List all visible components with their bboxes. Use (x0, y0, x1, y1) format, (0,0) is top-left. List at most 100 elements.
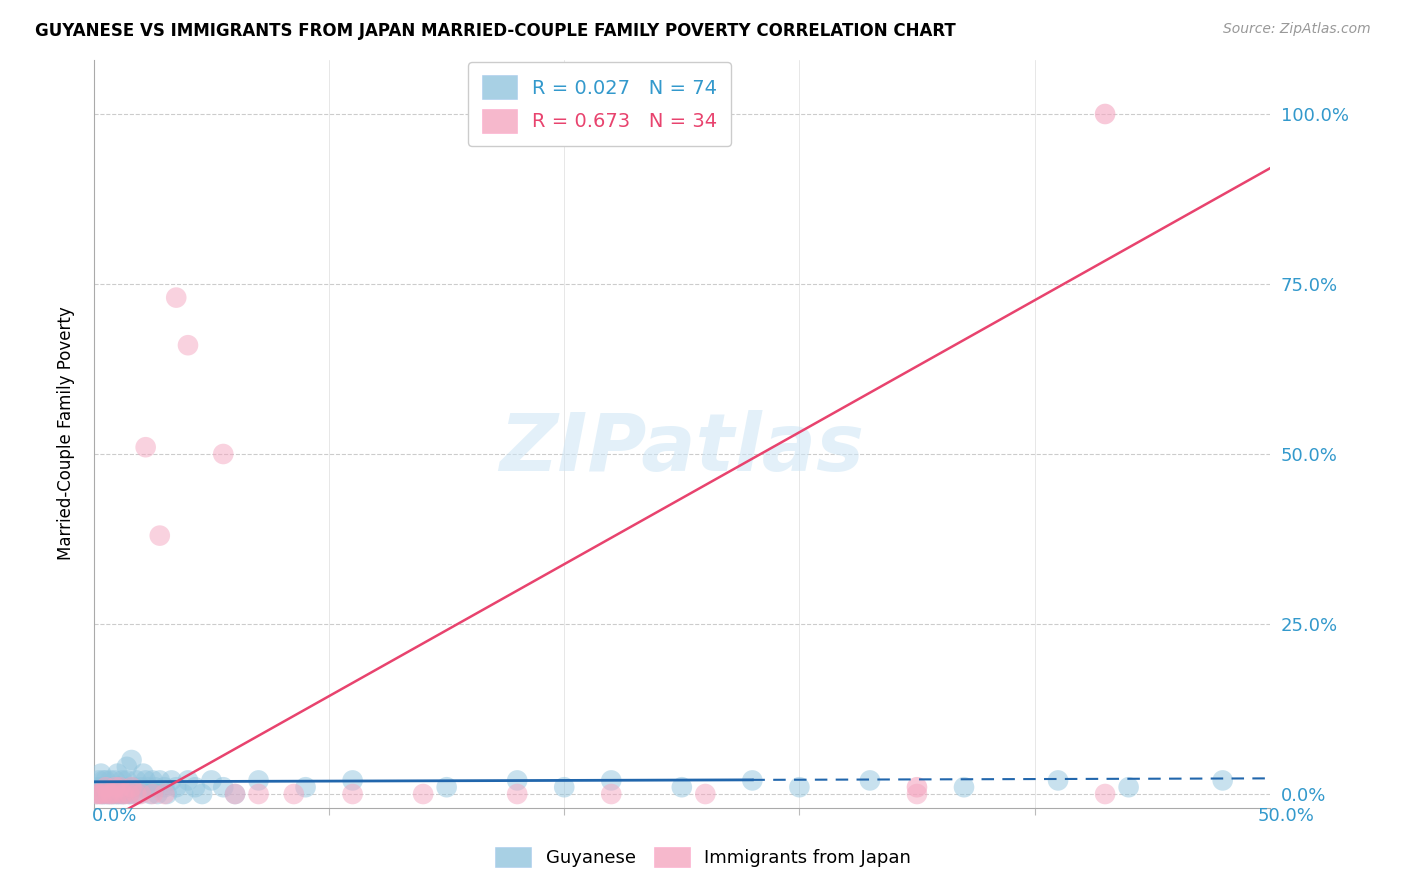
Point (101, 780, 124, 795)
Point (101, 787, 124, 801)
Point (283, 787, 305, 801)
Point (224, 787, 246, 801)
Point (128, 787, 150, 801)
Text: Source: ZipAtlas.com: Source: ZipAtlas.com (1223, 22, 1371, 37)
Point (136, 780, 159, 795)
Point (342, 773, 364, 788)
Point (139, 787, 162, 801)
Point (97, 780, 120, 795)
Point (121, 787, 143, 801)
Point (107, 787, 129, 801)
Legend: R = 0.027   N = 74, R = 0.673   N = 34: R = 0.027 N = 74, R = 0.673 N = 34 (468, 62, 731, 146)
Point (91, 787, 114, 801)
Point (91, 773, 114, 788)
Point (94, 780, 117, 795)
Point (84, 787, 107, 801)
Point (1094, 787, 1116, 801)
Point (91, 787, 114, 801)
Point (114, 787, 136, 801)
Point (146, 787, 169, 801)
Point (165, 780, 187, 795)
Point (91, 780, 114, 795)
Point (177, 338, 200, 352)
Point (506, 787, 529, 801)
Point (177, 773, 200, 788)
Point (94, 780, 117, 795)
Point (1212, 773, 1234, 788)
Point (342, 787, 364, 801)
Point (1094, 107, 1116, 121)
Point (121, 753, 143, 767)
Point (191, 787, 214, 801)
Point (224, 787, 246, 801)
Point (160, 773, 183, 788)
Point (114, 780, 136, 795)
Point (114, 787, 136, 801)
Point (90, 787, 112, 801)
Point (143, 780, 166, 795)
Point (115, 760, 138, 774)
Text: 0.0%: 0.0% (91, 807, 136, 825)
Point (90, 780, 112, 795)
Point (100, 773, 122, 788)
Point (104, 787, 127, 801)
Point (212, 447, 235, 461)
Point (741, 773, 763, 788)
Point (118, 787, 141, 801)
Point (247, 787, 270, 801)
Point (953, 780, 976, 795)
Point (97, 787, 120, 801)
Point (905, 787, 928, 801)
Point (118, 780, 141, 795)
Point (165, 291, 187, 305)
Point (100, 787, 122, 801)
Point (125, 773, 148, 788)
Point (104, 773, 127, 788)
Point (90, 766, 112, 780)
Point (436, 780, 458, 795)
Point (412, 787, 434, 801)
Point (212, 780, 235, 795)
Point (184, 780, 207, 795)
Point (149, 773, 172, 788)
Point (905, 780, 928, 795)
Point (107, 787, 129, 801)
Point (142, 787, 165, 801)
Point (107, 766, 129, 780)
Point (100, 780, 122, 795)
Point (200, 773, 222, 788)
Point (111, 787, 134, 801)
Point (156, 787, 179, 801)
Point (87, 773, 110, 788)
Point (129, 780, 152, 795)
Point (789, 780, 811, 795)
Point (115, 773, 138, 788)
Legend: Guyanese, Immigrants from Japan: Guyanese, Immigrants from Japan (488, 839, 918, 874)
Point (108, 787, 131, 801)
Point (94, 787, 117, 801)
Point (87, 787, 110, 801)
Text: GUYANESE VS IMMIGRANTS FROM JAPAN MARRIED-COUPLE FAMILY POVERTY CORRELATION CHAR: GUYANESE VS IMMIGRANTS FROM JAPAN MARRIE… (35, 22, 956, 40)
Point (600, 773, 623, 788)
Point (149, 528, 172, 542)
Point (1118, 780, 1140, 795)
Text: 50.0%: 50.0% (1258, 807, 1315, 825)
Point (142, 773, 165, 788)
Point (1047, 773, 1070, 788)
Point (111, 773, 134, 788)
Point (100, 787, 122, 801)
Point (108, 780, 131, 795)
Point (118, 787, 141, 801)
Point (671, 780, 693, 795)
Point (600, 787, 623, 801)
Point (172, 787, 194, 801)
Point (247, 773, 270, 788)
Point (108, 780, 131, 795)
Point (135, 440, 157, 454)
Point (94, 773, 117, 788)
Point (97, 787, 120, 801)
Point (553, 780, 575, 795)
Point (90, 787, 112, 801)
Point (84, 787, 107, 801)
Text: ZIPatlas: ZIPatlas (499, 409, 865, 488)
